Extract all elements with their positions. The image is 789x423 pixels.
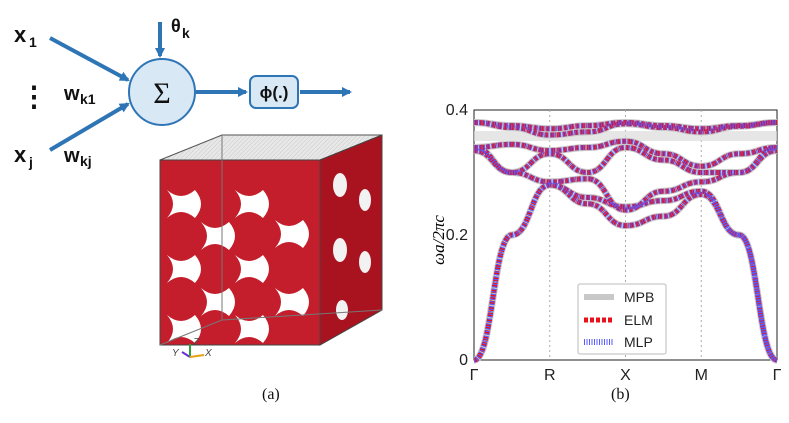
cube-front-face xyxy=(159,159,321,346)
svg-text:kj: kj xyxy=(80,153,92,169)
svg-text:w: w xyxy=(63,145,80,167)
input-1-arrow xyxy=(49,36,130,82)
legend-label-elm: ELM xyxy=(624,312,653,328)
input-x1-label: x 1 xyxy=(14,22,37,50)
activation-box xyxy=(249,75,299,109)
band-5-mlp xyxy=(473,119,778,132)
legend: MPB ELM MLP xyxy=(577,283,667,355)
bias-theta-label: θ k xyxy=(171,16,190,41)
band-3-mpb xyxy=(473,143,778,177)
y-tick-label: 0.2 xyxy=(446,227,468,244)
summation-node xyxy=(128,58,196,126)
svg-text:k: k xyxy=(182,25,190,41)
y-tick-label: 0 xyxy=(459,352,468,369)
caption-a: (a) xyxy=(262,386,280,403)
activation-label: ϕ(.) xyxy=(260,83,289,102)
axis-y-label: Y xyxy=(172,348,180,359)
svg-text:x: x xyxy=(14,142,27,167)
legend-item-mpb: MPB xyxy=(584,289,654,305)
cube-front-holes xyxy=(167,190,309,343)
axis-z-label: Z xyxy=(192,337,200,348)
weight-wk1-label: w k1 xyxy=(63,83,96,107)
band-6-mlp xyxy=(473,138,778,169)
axis-triad: Y Z X xyxy=(172,337,212,359)
x-tick-label: Γ xyxy=(470,367,479,384)
svg-text:w: w xyxy=(63,83,80,105)
legend-item-elm: ELM xyxy=(584,312,653,328)
legend-item-mlp: MLP xyxy=(584,334,653,350)
band-4-mlp xyxy=(473,120,778,138)
legend-label-mlp: MLP xyxy=(624,334,653,350)
mpb-gap-band xyxy=(474,131,777,141)
svg-text:j: j xyxy=(28,154,33,170)
band-1-mlp xyxy=(472,182,779,363)
y-tick-labels: 0 0.2 0.4 xyxy=(446,102,468,369)
x-tick-label: X xyxy=(620,367,631,384)
unit-cell-cube xyxy=(159,134,383,346)
y-axis-label: ωa/2πc xyxy=(429,215,448,265)
cube-right-holes xyxy=(333,173,371,320)
legend-box xyxy=(577,283,667,355)
x-tick-label: M xyxy=(695,367,708,384)
svg-text:1: 1 xyxy=(29,34,37,50)
x-tick-label: R xyxy=(544,367,556,384)
y-tick-label: 0.4 xyxy=(446,102,468,119)
svg-text:x: x xyxy=(14,22,27,47)
right-panel: Γ R X M Γ 0 0.2 0.4 ωa/2πc MPB ELM MLP xyxy=(400,0,789,418)
axis-x-label: X xyxy=(204,348,212,359)
neuron-and-cell-svg: x 1 ⋮ x j w k1 w kj θ k Σ xyxy=(14,16,383,359)
input-xj-label: x j xyxy=(14,142,33,170)
input-ellipsis: ⋮ xyxy=(20,81,48,112)
svg-text:θ: θ xyxy=(171,16,181,36)
svg-text:k1: k1 xyxy=(80,91,96,107)
x-tick-label: Γ xyxy=(773,367,782,384)
band-structure-chart: Γ R X M Γ 0 0.2 0.4 ωa/2πc MPB ELM MLP xyxy=(429,102,782,384)
input-j-arrow xyxy=(48,102,130,152)
left-panel: x 1 ⋮ x j w k1 w kj θ k Σ xyxy=(14,16,383,359)
weight-wkj-label: w kj xyxy=(63,145,92,169)
caption-b: (b) xyxy=(611,386,630,403)
sum-symbol: Σ xyxy=(153,77,170,110)
band-0-mlp xyxy=(472,182,779,363)
legend-label-mpb: MPB xyxy=(624,289,654,305)
bands-layer xyxy=(472,118,779,364)
